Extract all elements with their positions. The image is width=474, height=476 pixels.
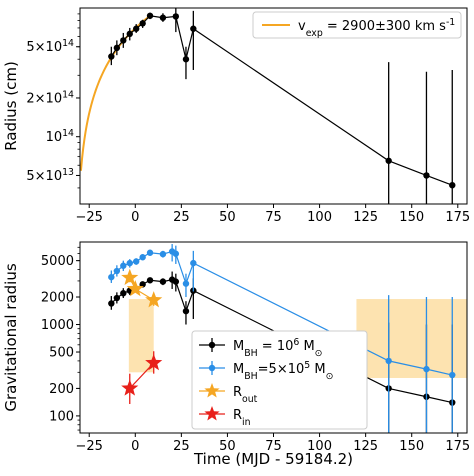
radius-series-0-point — [113, 44, 121, 52]
grav-legend-box — [191, 330, 368, 430]
radius-y-tick-label: 5×1013 — [26, 166, 74, 184]
radius-series-0-point — [120, 37, 127, 44]
grav-series-1-point — [182, 280, 190, 287]
legend-swatch-star — [204, 406, 220, 421]
grav-series-1-point — [159, 250, 167, 258]
radius-plot-area — [80, 8, 456, 204]
grav-series-0-point — [182, 307, 190, 315]
radius-x-tick-label: 125 — [353, 210, 378, 225]
grav-series-1-point — [120, 262, 127, 269]
grav-series-1-point — [126, 259, 133, 267]
grav-series-1-point — [146, 249, 154, 256]
radius-series-0-point — [108, 53, 115, 60]
legend-entry-label: Rin — [233, 408, 251, 428]
radius-x-tick-label: 0 — [131, 210, 139, 225]
grav-series-3-point — [121, 379, 139, 396]
grav-series-1-point — [449, 371, 456, 379]
grav-series-2-point — [126, 279, 144, 297]
radius-series-0-point — [159, 14, 167, 21]
grav-x-tick-label: 75 — [265, 439, 282, 454]
grav-x-tick-label: −25 — [75, 439, 102, 454]
grav-y-tick-label: 1000 — [41, 318, 74, 333]
grav-series-1-point — [108, 273, 115, 281]
grav-series-0-point — [108, 300, 115, 307]
grav-series-1-point — [190, 259, 197, 267]
grav-series-1-point — [423, 365, 430, 373]
grav-series-1-point — [133, 258, 140, 265]
gravitational-radius-y-axis-label: Gravitational radius — [2, 263, 20, 412]
radius-x-tick-label: 50 — [219, 210, 236, 225]
radius-x-tick-label: 150 — [399, 210, 424, 225]
grav-y-tick-label: 100 — [49, 409, 74, 424]
legend-swatch-marker — [208, 364, 216, 372]
radius-panel: Radius (cm) −25 0 25 50 75 100 125 150 175 5×1014… — [2, 7, 470, 225]
grav-y-tick-label: 2000 — [41, 291, 74, 306]
grav-x-tick-label: 175 — [445, 439, 470, 454]
grav-series-1-point — [172, 250, 180, 257]
legend-entry-label: MBH = 106 M⊙ — [233, 337, 323, 359]
radius-series-0-point — [139, 20, 146, 27]
radius-series-0-point — [182, 56, 190, 63]
grav-x-tick-label: 150 — [399, 439, 424, 454]
radius-series-0-point — [423, 172, 430, 179]
legend-fit-label: vexp = 2900±300 km s-1 — [298, 17, 455, 39]
grav-series-1-point — [113, 267, 121, 275]
radius-series-0-point — [190, 25, 197, 32]
radius-series-0-point — [133, 25, 140, 32]
radius-x-tick-label: 25 — [173, 210, 190, 225]
grav-series-0-point — [146, 277, 154, 284]
legend-swatch-marker — [208, 341, 216, 349]
expansion-fit-curve — [80, 14, 151, 171]
legend-swatch-star — [204, 383, 220, 398]
grav-x-tick-label: 125 — [353, 439, 378, 454]
radius-legend-box — [252, 11, 462, 39]
grav-shaded-region — [356, 299, 467, 378]
radius-x-tick-label: 175 — [445, 210, 470, 225]
radius-x-tick-label: 100 — [307, 210, 332, 225]
grav-series-0-point — [113, 294, 121, 302]
radius-y-axis-label: Radius (cm) — [2, 61, 20, 151]
grav-series-1-point — [385, 357, 392, 365]
radius-series-0-point — [126, 30, 133, 38]
legend-entry-label: MBH=5×105 M⊙ — [233, 360, 333, 382]
grav-y-tick-label: 200 — [49, 382, 74, 397]
grav-series-0-point — [159, 278, 167, 285]
grav-series-2-point — [145, 291, 163, 308]
time-x-axis-label: Time (MJD - 59184.2) — [193, 450, 353, 468]
radius-series-0-point — [385, 157, 392, 164]
grav-series-0-point — [172, 278, 180, 285]
radius-series-0-point — [146, 12, 154, 19]
grav-x-tick-label: 100 — [307, 439, 332, 454]
radius-series-0-point — [449, 181, 456, 189]
grav-x-tick-label: 25 — [173, 439, 190, 454]
gravitational-radius-panel: Gravitational radius Time (MJD - 59184.2… — [2, 241, 470, 468]
grav-y-tick-label: 5000 — [41, 254, 74, 269]
radius-y-tick-label: 1014 — [46, 128, 74, 146]
grav-legend: MBH = 106 M⊙MBH=5×105 M⊙ Rout Rin — [191, 330, 368, 430]
grav-x-tick-label: 50 — [219, 439, 236, 454]
radius-legend: vexp = 2900±300 km s-1 — [252, 11, 462, 39]
radius-series-0-point — [172, 13, 180, 20]
grav-y-tick-label: 500 — [49, 346, 74, 361]
grav-x-tick-label: 0 — [131, 439, 139, 454]
legend-entry-label: Rout — [233, 385, 258, 405]
grav-series-1-point — [139, 254, 146, 261]
radius-x-tick-label: −25 — [75, 210, 102, 225]
radius-x-tick-label: 75 — [265, 210, 282, 225]
grav-plot-area — [108, 244, 467, 433]
radius-series-0-line — [110, 15, 453, 186]
grav-series-2-point — [121, 268, 139, 286]
grav-series-0-point — [139, 281, 146, 288]
grav-series-3-point — [145, 353, 163, 371]
radius-y-tick-label: 5×1014 — [26, 38, 74, 56]
radius-y-tick-label: 2×1014 — [26, 89, 74, 107]
grav-series-0-point — [120, 290, 127, 297]
